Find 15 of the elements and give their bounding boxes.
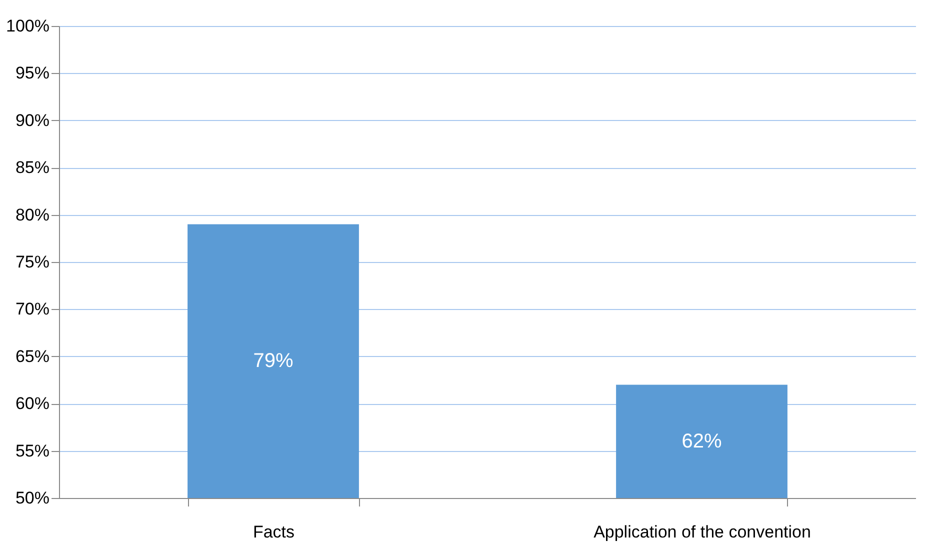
y-tick-label: 70% — [15, 300, 50, 319]
y-tick-label: 85% — [15, 158, 50, 178]
y-tick-label: 60% — [15, 394, 50, 414]
x-tick-label: Application of the convention — [594, 522, 811, 542]
y-tick-label: 55% — [15, 441, 50, 460]
y-tick-label: 75% — [15, 252, 50, 272]
data-label: 62% — [682, 430, 722, 452]
data-label: 79% — [253, 350, 294, 372]
y-tick-label: 80% — [15, 205, 50, 224]
x-tick-label: Facts — [252, 522, 295, 542]
y-tick-label: 90% — [15, 110, 50, 130]
y-tick-label: 65% — [15, 346, 50, 366]
y-tick-label: 95% — [15, 64, 50, 83]
y-tick-label: 50% — [15, 488, 50, 508]
y-tick-label: 100% — [6, 16, 50, 36]
